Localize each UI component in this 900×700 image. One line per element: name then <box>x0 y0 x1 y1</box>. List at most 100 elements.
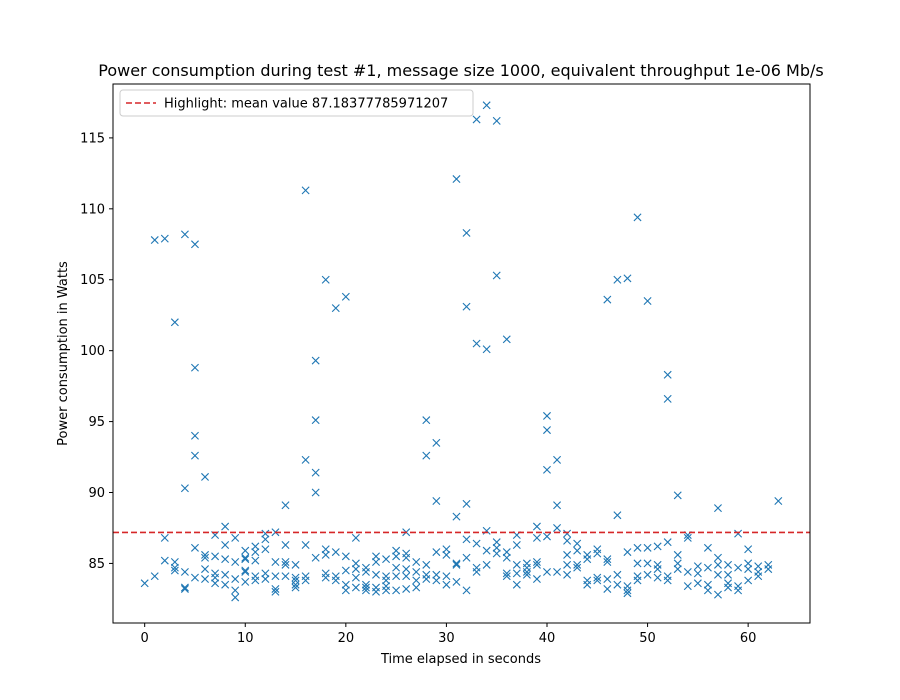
data-point <box>432 497 441 506</box>
data-point <box>341 580 350 589</box>
data-point <box>251 576 260 585</box>
data-point <box>311 553 320 562</box>
data-point <box>713 560 722 569</box>
x-tick-label: 10 <box>237 631 254 646</box>
data-point <box>673 550 682 559</box>
data-point <box>190 431 199 440</box>
data-point <box>291 580 300 589</box>
data-point <box>553 523 562 532</box>
data-point <box>543 426 551 435</box>
data-point <box>301 186 310 195</box>
data-point <box>241 567 250 576</box>
data-point <box>190 451 199 460</box>
data-point <box>452 512 461 521</box>
data-point <box>190 363 199 372</box>
data-point <box>593 549 602 558</box>
legend-box <box>119 89 474 117</box>
data-point <box>623 548 632 557</box>
data-point <box>392 586 401 595</box>
y-tick-label: 105 <box>80 273 105 288</box>
data-point <box>472 567 481 576</box>
data-point <box>613 580 622 589</box>
data-point <box>281 572 290 581</box>
data-point <box>422 560 431 569</box>
data-point <box>693 579 702 588</box>
data-point <box>281 540 290 549</box>
data-point <box>613 570 622 579</box>
data-point <box>291 573 300 582</box>
data-point <box>170 563 179 572</box>
data-point <box>190 573 199 582</box>
data-point <box>442 545 451 554</box>
data-point <box>653 573 662 582</box>
data-point <box>372 570 380 579</box>
data-point <box>351 565 360 574</box>
data-point <box>563 529 572 538</box>
data-point <box>180 484 189 493</box>
data-point <box>351 583 360 592</box>
data-point <box>462 586 471 595</box>
data-point <box>512 540 521 549</box>
data-point <box>673 491 682 500</box>
data-point <box>170 566 179 575</box>
data-point <box>663 370 672 379</box>
data-point <box>492 116 501 125</box>
data-point <box>311 488 320 497</box>
data-point <box>603 555 612 564</box>
data-point <box>472 115 481 124</box>
data-point <box>402 553 411 562</box>
data-point <box>442 550 451 559</box>
data-point <box>361 586 370 595</box>
data-point <box>432 438 441 447</box>
data-point <box>623 274 632 283</box>
data-point <box>281 558 290 566</box>
data-marks <box>140 101 783 602</box>
data-point <box>301 540 310 549</box>
data-point <box>201 565 210 574</box>
data-point <box>452 560 461 569</box>
data-point <box>150 572 159 581</box>
data-point <box>271 587 280 596</box>
x-tick-label: 0 <box>141 631 149 646</box>
data-point <box>241 566 250 575</box>
data-point <box>643 570 652 579</box>
data-point <box>331 304 340 313</box>
data-point <box>462 553 471 562</box>
data-point <box>613 275 622 284</box>
data-point <box>492 538 501 547</box>
data-point <box>261 535 270 544</box>
data-point <box>482 345 491 354</box>
data-point <box>623 586 632 595</box>
data-point <box>221 580 230 589</box>
data-point <box>543 411 551 420</box>
data-point <box>392 563 401 572</box>
data-point <box>583 580 592 589</box>
data-point <box>734 529 743 538</box>
data-point <box>462 535 471 544</box>
data-point <box>482 560 491 569</box>
data-point <box>402 572 411 581</box>
data-point <box>653 565 662 574</box>
data-point <box>573 560 582 569</box>
data-point <box>532 560 541 569</box>
data-point <box>512 580 521 589</box>
data-point <box>402 584 411 593</box>
data-point <box>502 569 511 578</box>
data-point <box>693 569 702 578</box>
data-point <box>462 302 471 311</box>
data-point <box>553 455 562 464</box>
y-tick-label: 85 <box>88 557 105 572</box>
y-tick-label: 115 <box>80 131 105 146</box>
data-point <box>502 553 511 562</box>
data-point <box>261 569 270 578</box>
data-point <box>231 575 240 584</box>
data-point <box>573 563 582 572</box>
data-point <box>693 562 702 571</box>
data-point <box>703 580 712 589</box>
data-point <box>422 575 431 584</box>
data-point <box>442 572 451 581</box>
chart-title: Power consumption during test #1, messag… <box>98 61 824 80</box>
data-point <box>573 539 582 548</box>
data-point <box>422 451 431 460</box>
data-point <box>633 559 642 568</box>
